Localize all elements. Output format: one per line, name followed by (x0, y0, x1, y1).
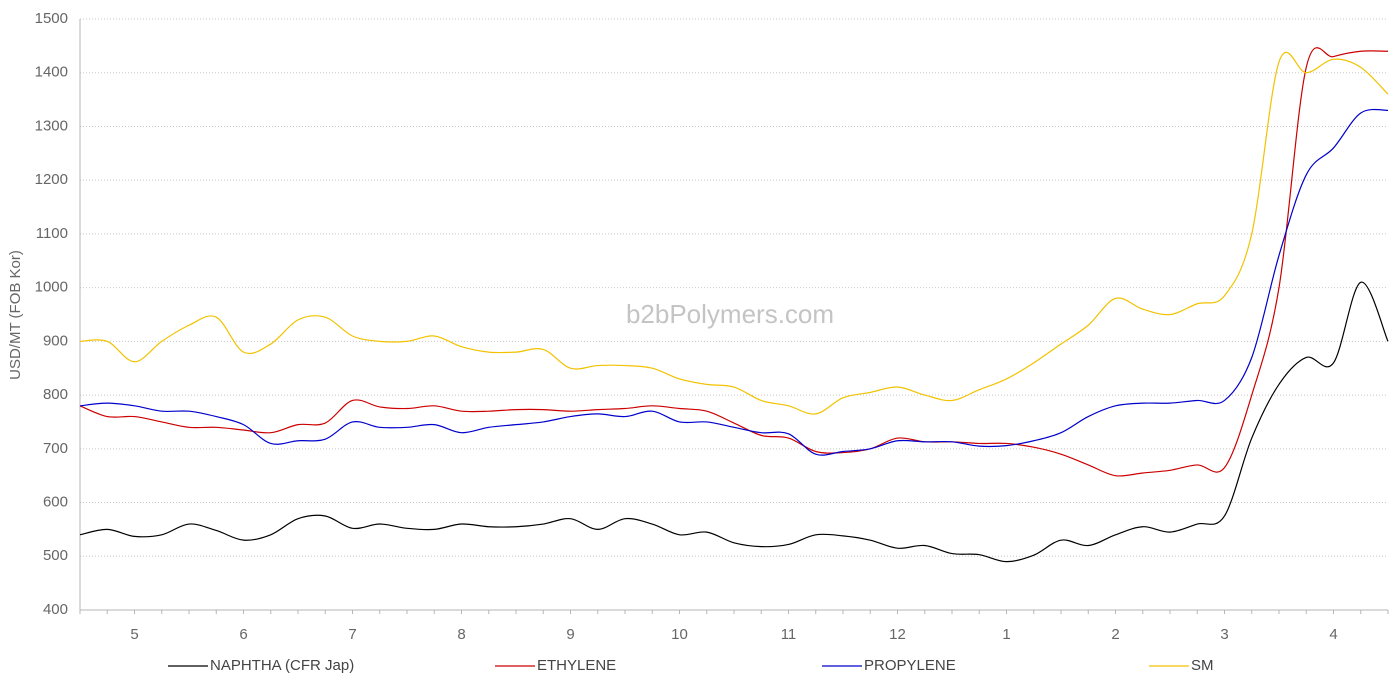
x-tick-label: 9 (566, 626, 574, 643)
x-tick-label: 3 (1220, 626, 1228, 643)
x-tick-label: 4 (1329, 626, 1337, 643)
x-tick-label: 2 (1111, 626, 1119, 643)
y-tick-label: 800 (43, 386, 68, 403)
y-tick-label: 500 (43, 547, 68, 564)
x-tick-label: 5 (130, 626, 138, 643)
series-line (79, 281, 1389, 563)
y-tick-label: 1400 (35, 64, 68, 81)
legend-label: SM (1191, 657, 1214, 674)
x-tick-label: 8 (457, 626, 465, 643)
y-tick-label: 400 (43, 601, 68, 618)
series-line (79, 108, 1389, 456)
x-tick-label: 12 (889, 626, 906, 643)
watermark: b2bPolymers.com (626, 299, 834, 329)
series-line (79, 51, 1389, 415)
y-tick-label: 900 (43, 332, 68, 349)
legend-label: ETHYLENE (537, 657, 616, 674)
x-tick-label: 7 (348, 626, 356, 643)
x-tick-label: 1 (1002, 626, 1010, 643)
y-tick-label: 1300 (35, 117, 68, 134)
y-axis-label: USD/MT (FOB Kor) (7, 250, 24, 380)
legend-label: NAPHTHA (CFR Jap) (210, 657, 354, 674)
y-tick-label: 700 (43, 440, 68, 457)
y-tick-label: 1000 (35, 279, 68, 296)
y-tick-label: 1500 (35, 10, 68, 27)
x-tick-label: 11 (781, 626, 797, 643)
series-line (79, 47, 1389, 477)
y-tick-label: 1200 (35, 171, 68, 188)
legend-label: PROPYLENE (864, 657, 956, 674)
x-tick-label: 6 (239, 626, 247, 643)
x-tick-label: 10 (671, 626, 688, 643)
y-tick-label: 600 (43, 494, 68, 511)
y-tick-label: 1100 (36, 225, 68, 242)
